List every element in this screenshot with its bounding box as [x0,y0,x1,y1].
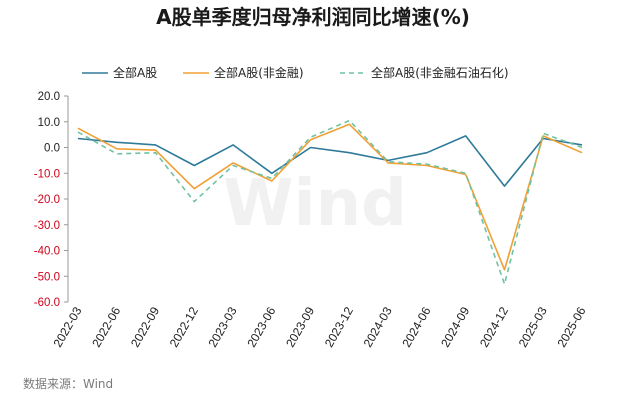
x-tick-label: 2022-12 [167,304,201,349]
x-tick-label: 2024-06 [399,304,433,349]
series-line-1 [77,123,583,271]
series-line-2 [77,119,583,285]
x-tick-label: 2024-12 [477,304,511,349]
x-tick-label: 2023-06 [244,304,278,349]
x-tick-label: 2023-09 [283,304,317,349]
y-tick-label: -40.0 [34,246,60,258]
x-tick-label: 2025-03 [516,304,550,349]
y-tick-label: 0.0 [44,143,60,155]
x-tick-label: 2022-06 [89,304,123,349]
watermark: Wind [223,167,407,241]
x-tick-label: 2024-09 [438,304,472,349]
legend-label-series-0: 全部A股 [113,65,157,80]
legend-label-series-2: 全部A股(非金融石油石化) [371,65,509,80]
y-tick-label: -50.0 [34,271,60,283]
x-tick-label: 2022-09 [128,304,162,349]
y-tick-label: -30.0 [34,220,60,232]
y-tick-label: -20.0 [34,194,60,206]
y-tick-label: 20.0 [38,91,60,103]
chart-title: A股单季度归母净利润同比增速(%) [156,5,470,29]
y-tick-label: 10.0 [38,117,60,129]
series-line-0 [77,135,583,187]
legend: 全部A股 全部A股(非金融) 全部A股(非金融石油石化) [82,65,509,80]
x-axis: 2022-03 2022-06 2022-09 2022-12 2023-03 2023-… [50,304,588,349]
y-tick-label: -10.0 [34,168,60,180]
series-layer [77,119,583,285]
x-tick-label: 2023-12 [322,304,356,349]
source-note: 数据来源：Wind [23,376,113,391]
x-tick-label: 2023-03 [206,304,240,349]
legend-label-series-1: 全部A股(非金融) [214,65,304,80]
x-tick-label: 2024-03 [361,304,395,349]
y-tick-label: -60.0 [34,297,60,309]
x-tick-label: 2022-03 [50,304,84,349]
x-tick-label: 2025-06 [554,304,588,349]
y-axis: 20.0 10.0 0.0 -10.0 -20.0 -30.0 -40.0 -50.0 -60.… [34,91,68,309]
